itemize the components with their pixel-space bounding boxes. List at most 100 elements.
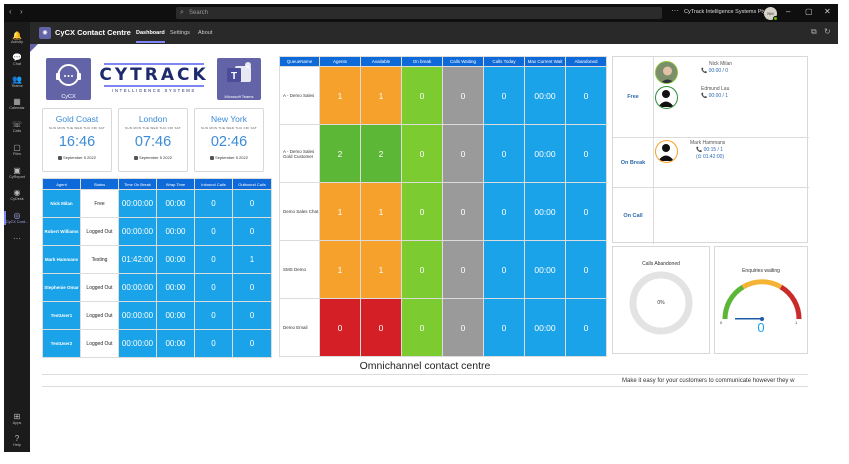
agent-name: Robert Williams	[42, 217, 81, 246]
gauge-min-label: 0	[720, 320, 723, 325]
column-header[interactable]: Time On Break	[118, 178, 157, 190]
omnichannel-title: Omnichannel contact centre	[42, 357, 808, 375]
rail-cycx[interactable]: ◎ CyCX Cont...	[4, 211, 29, 225]
popout-icon[interactable]: ⧉	[811, 27, 817, 36]
column-header[interactable]: On break	[401, 56, 443, 67]
inbound-calls: 0	[194, 273, 233, 302]
refresh-icon[interactable]: ↻	[824, 27, 831, 36]
column-header[interactable]: Max Current Wait	[524, 56, 566, 67]
table-row[interactable]: Mark Hammans Testing 01:42:00 00:00 0 1	[42, 245, 272, 274]
table-row[interactable]: Nick Milan Free 00:00:00 00:00 0 0	[42, 189, 272, 218]
agent-call-stats: 📞 00:00 / 0	[701, 68, 729, 74]
rail-activity[interactable]: 🔔 Activity	[4, 31, 30, 45]
time-on-break: 00:00:00	[118, 273, 157, 302]
teams-icon: 👥	[12, 75, 22, 84]
queue-name: SMS Demo	[279, 240, 320, 299]
queue-abandoned: 0	[565, 298, 607, 357]
queue-calls-today: 0	[483, 66, 525, 125]
column-header[interactable]: Calls Waiting	[442, 56, 484, 67]
outbound-calls: 1	[232, 245, 272, 274]
queue-on-break: 0	[401, 182, 443, 241]
table-row[interactable]: Demo Sales Chat 1 1 0 0 0 00:00 0	[279, 182, 607, 241]
column-header[interactable]: QueueName	[279, 56, 320, 67]
column-header[interactable]: Outbound Calls	[232, 178, 272, 190]
column-header[interactable]: Agents	[319, 56, 361, 67]
cycx-logo-text: CyCX	[61, 94, 76, 100]
queue-agents: 2	[319, 124, 361, 183]
table-row[interactable]: Demo Email 0 0 0 0 0 00:00 0	[279, 298, 607, 357]
time-on-break: 00:00:00	[118, 217, 157, 246]
agent-name: TestUser1	[42, 301, 81, 330]
maximize-icon[interactable]: ▢	[805, 7, 813, 16]
cytrack-tagline: INTELLIGENCE SYSTEMS	[112, 88, 196, 93]
queue-abandoned: 0	[565, 66, 607, 125]
rail-calendar[interactable]: ▦ Calendar	[4, 97, 30, 111]
corner-accent	[30, 44, 38, 52]
teams-logo: T Microsoft Teams	[217, 58, 261, 100]
wrap-time: 00:00	[156, 301, 195, 330]
outbound-calls: 0	[232, 273, 272, 302]
phone-icon: ☏	[11, 120, 22, 129]
column-header[interactable]: Agent	[42, 178, 81, 190]
agent-name: Edmund Lau	[701, 86, 730, 92]
clock-london: London SUN MON TUE WED THU FRI SAT 07:46…	[118, 108, 188, 172]
logo-line	[104, 63, 204, 65]
queue-calls-waiting: 0	[442, 124, 484, 183]
rail-more-apps[interactable]: ···	[4, 234, 30, 243]
calendar-icon: ▦	[13, 97, 21, 106]
table-row[interactable]: A - Demo Sales Gold Customer 2 2 0 0 0 0…	[279, 124, 607, 183]
cyreport-icon: ▣	[13, 166, 21, 175]
table-row[interactable]: Robert Williams Logged Out 00:00:00 00:0…	[42, 217, 272, 246]
rail-files[interactable]: ▢ Files	[4, 143, 30, 157]
table-row[interactable]: Stephenie Omar Logged Out 00:00:00 00:00…	[42, 273, 272, 302]
rail-calls[interactable]: ☏ Calls	[4, 120, 30, 134]
queue-calls-waiting: 0	[442, 298, 484, 357]
table-row[interactable]: SMS Demo 1 1 0 0 0 00:00 0	[279, 240, 607, 299]
rail-apps[interactable]: ⊞ Apps	[4, 412, 30, 426]
column-header[interactable]: Available	[360, 56, 402, 67]
marquee-banner: Make it easy for your customers to commu…	[42, 375, 808, 387]
tab-dashboard[interactable]: Dashboard	[136, 30, 165, 43]
tab-about[interactable]: About	[198, 30, 213, 36]
rail-cydesk[interactable]: ◉ CyDesk	[4, 188, 30, 202]
clock-time: 16:46	[58, 134, 96, 150]
rail-help[interactable]: ? Help	[4, 434, 30, 448]
cycx-logo: CyCX	[46, 58, 91, 100]
queue-max-wait: 00:00	[524, 182, 566, 241]
org-name[interactable]: CyTrack Intelligence Systems Pty...	[684, 9, 770, 15]
column-header[interactable]: Status	[80, 178, 119, 190]
queue-max-wait: 00:00	[524, 240, 566, 299]
table-row[interactable]: TestUser1 Logged Out 00:00:00 00:00 0 0	[42, 301, 272, 330]
agent-status: Logged Out	[80, 301, 119, 330]
column-header[interactable]: Inbound Calls	[194, 178, 233, 190]
queue-available: 1	[360, 182, 402, 241]
queue-available: 1	[360, 66, 402, 125]
calendar-icon	[210, 155, 215, 160]
table-row[interactable]: TestUser2 Logged Out 00:00:00 00:00 0 0	[42, 329, 272, 358]
column-header[interactable]: Calls Today	[483, 56, 525, 67]
forward-icon[interactable]: ›	[20, 7, 23, 16]
person-icon	[655, 86, 678, 109]
inbound-calls: 0	[194, 301, 233, 330]
agent-call-stats: 📞 00:15 / 1	[696, 147, 724, 153]
column-header[interactable]: Abandoned	[565, 56, 607, 67]
column-header[interactable]: Wrap Time	[156, 178, 195, 190]
rail-teams[interactable]: 👥 Teams	[4, 75, 30, 89]
close-icon[interactable]: ✕	[824, 7, 831, 16]
queue-on-break: 0	[401, 240, 443, 299]
rail-cyreport[interactable]: ▣ CyReport	[4, 166, 30, 180]
more-options-icon[interactable]: ···	[671, 6, 679, 15]
table-row[interactable]: A - Demo Sales 1 1 0 0 0 00:00 0	[279, 66, 607, 125]
gauge-title: Enquiries waiting	[742, 268, 780, 274]
back-icon[interactable]: ‹	[9, 7, 12, 16]
rail-chat[interactable]: 💬 Chat	[4, 53, 30, 67]
clock-city: New York	[211, 114, 247, 124]
agent-table: Agent Status Time On Break Wrap Time Inb…	[42, 178, 272, 358]
minimize-icon[interactable]: –	[786, 7, 791, 16]
search-input[interactable]: ⌕ Search	[176, 7, 662, 19]
clock-city: Gold Coast	[55, 114, 99, 124]
apps-icon: ⊞	[13, 412, 21, 421]
clock-days: SUN MON TUE WED THU FRI SAT	[201, 126, 257, 130]
avatar[interactable]: NM	[764, 7, 778, 21]
tab-settings[interactable]: Settings	[170, 30, 190, 36]
